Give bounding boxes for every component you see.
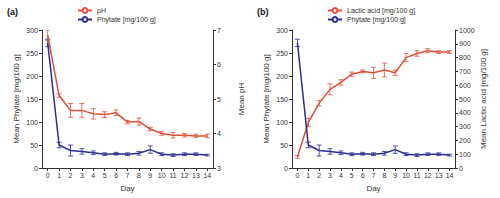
- svg-text:Phytate [mg/100 g]: Phytate [mg/100 g]: [347, 16, 406, 24]
- svg-text:10: 10: [158, 172, 166, 179]
- svg-text:300: 300: [26, 27, 38, 34]
- svg-text:2: 2: [69, 172, 73, 179]
- svg-text:0: 0: [34, 165, 38, 172]
- svg-text:300: 300: [276, 27, 288, 34]
- svg-text:100: 100: [276, 119, 288, 126]
- svg-text:0: 0: [295, 172, 299, 179]
- svg-text:10: 10: [402, 172, 410, 179]
- svg-text:5: 5: [350, 172, 354, 179]
- svg-text:1000: 1000: [459, 27, 475, 34]
- svg-text:250: 250: [276, 50, 288, 57]
- svg-text:150: 150: [26, 96, 38, 103]
- svg-text:4: 4: [339, 172, 343, 179]
- svg-text:8: 8: [137, 172, 141, 179]
- svg-text:100: 100: [459, 151, 471, 158]
- svg-text:Phytate [mg/100 g]: Phytate [mg/100 g]: [97, 16, 156, 24]
- svg-text:Lactic acid [mg/100 g]: Lactic acid [mg/100 g]: [347, 7, 415, 15]
- svg-text:300: 300: [459, 123, 471, 130]
- svg-text:100: 100: [26, 119, 38, 126]
- svg-text:200: 200: [276, 73, 288, 80]
- svg-text:(a): (a): [7, 7, 18, 17]
- svg-text:7: 7: [372, 172, 376, 179]
- svg-text:900: 900: [459, 40, 471, 47]
- svg-text:12: 12: [181, 172, 189, 179]
- svg-text:0: 0: [459, 165, 463, 172]
- svg-text:6: 6: [217, 61, 221, 68]
- svg-text:Mean Phytate [mg/100 g]: Mean Phytate [mg/100 g]: [262, 54, 271, 143]
- svg-text:200: 200: [459, 137, 471, 144]
- svg-text:50: 50: [30, 142, 38, 149]
- svg-text:1: 1: [57, 172, 61, 179]
- svg-text:pH: pH: [97, 7, 106, 15]
- svg-text:600: 600: [459, 82, 471, 89]
- svg-text:(b): (b): [257, 7, 269, 17]
- svg-text:Mean Phytate [mg/100 g]: Mean Phytate [mg/100 g]: [12, 54, 21, 143]
- svg-text:11: 11: [169, 172, 176, 179]
- svg-text:9: 9: [393, 172, 397, 179]
- svg-text:9: 9: [148, 172, 152, 179]
- svg-text:3: 3: [217, 165, 221, 172]
- svg-text:Day: Day: [120, 184, 134, 193]
- svg-text:4: 4: [91, 172, 95, 179]
- svg-text:11: 11: [413, 172, 420, 179]
- svg-text:8: 8: [382, 172, 386, 179]
- svg-text:5: 5: [103, 172, 107, 179]
- svg-text:12: 12: [424, 172, 432, 179]
- svg-text:2: 2: [317, 172, 321, 179]
- svg-text:250: 250: [26, 50, 38, 57]
- svg-text:6: 6: [361, 172, 365, 179]
- svg-text:Mean pH: Mean pH: [237, 83, 246, 116]
- svg-text:4: 4: [217, 130, 221, 137]
- svg-text:1: 1: [306, 172, 310, 179]
- svg-text:7: 7: [217, 27, 221, 34]
- svg-text:14: 14: [203, 172, 211, 179]
- svg-text:500: 500: [459, 96, 471, 103]
- svg-text:Mean Lactic acid [mg/100 g]: Mean Lactic acid [mg/100 g]: [479, 49, 488, 149]
- svg-text:6: 6: [114, 172, 118, 179]
- svg-text:13: 13: [435, 172, 443, 179]
- svg-text:Day: Day: [366, 184, 380, 193]
- svg-text:7: 7: [126, 172, 130, 179]
- svg-text:150: 150: [276, 96, 288, 103]
- svg-text:0: 0: [284, 165, 288, 172]
- svg-text:3: 3: [80, 172, 84, 179]
- svg-text:3: 3: [328, 172, 332, 179]
- svg-text:700: 700: [459, 68, 471, 75]
- svg-text:0: 0: [46, 172, 50, 179]
- svg-text:5: 5: [217, 96, 221, 103]
- svg-text:13: 13: [192, 172, 200, 179]
- svg-text:50: 50: [280, 142, 288, 149]
- svg-text:14: 14: [446, 172, 454, 179]
- svg-text:800: 800: [459, 54, 471, 61]
- svg-text:200: 200: [26, 73, 38, 80]
- svg-text:400: 400: [459, 109, 471, 116]
